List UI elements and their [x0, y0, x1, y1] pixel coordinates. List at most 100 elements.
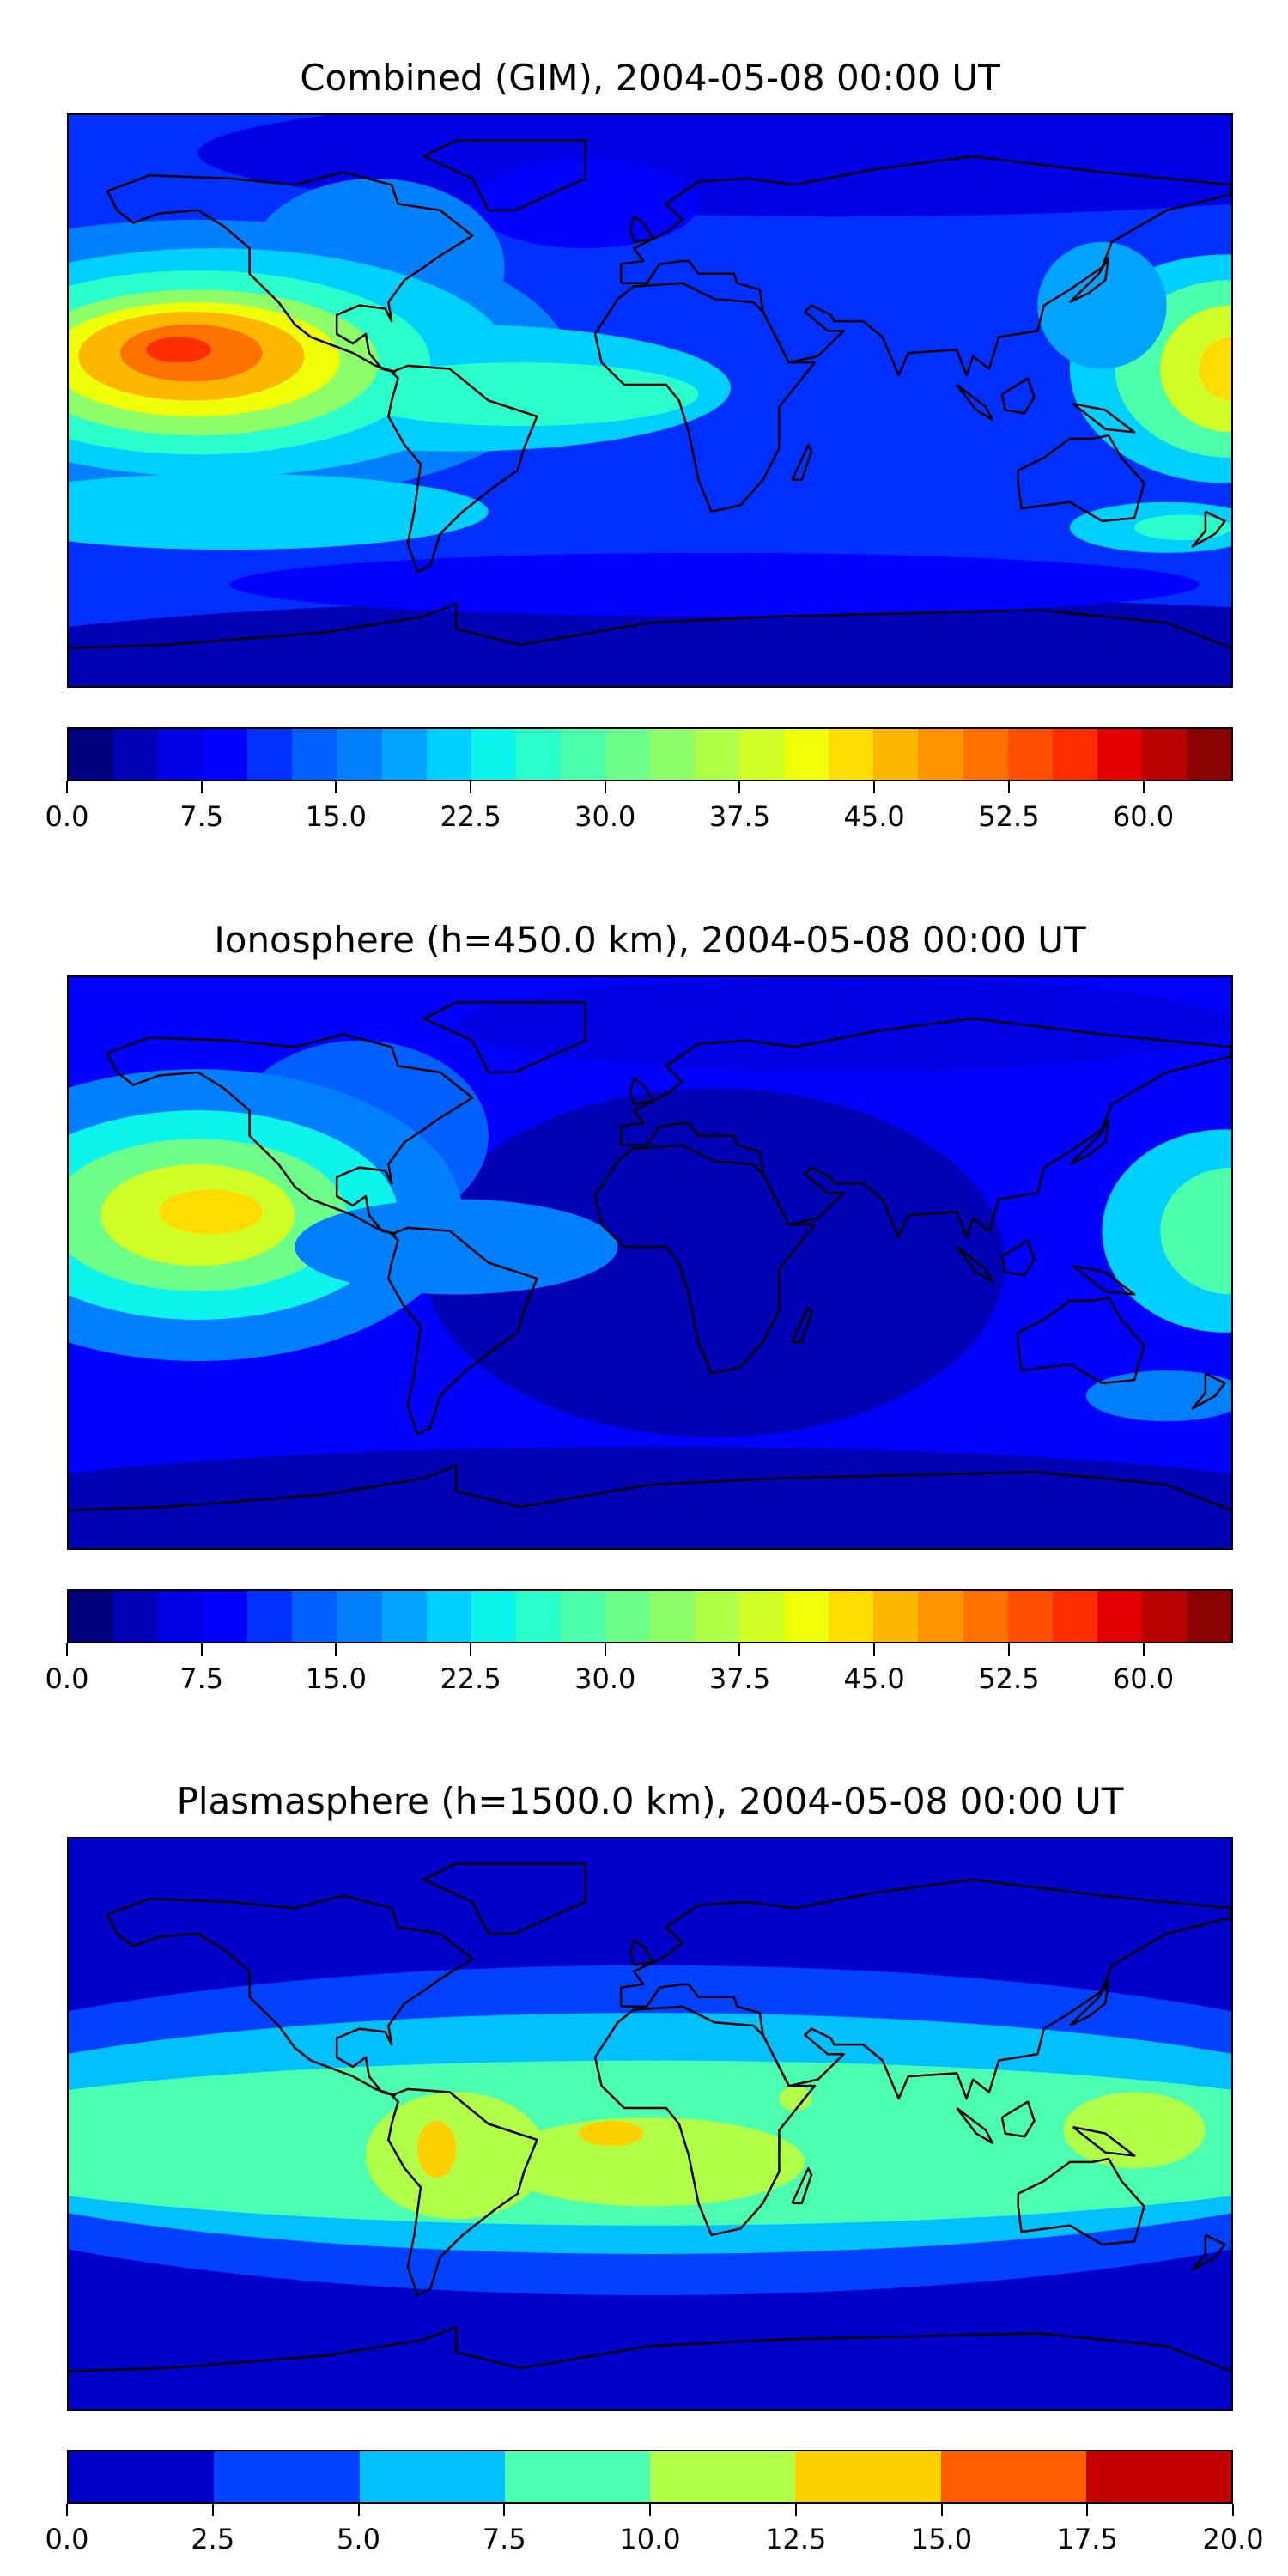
colorbar-tick [1142, 781, 1145, 793]
colorbar-tick-label: 60.0 [1112, 800, 1175, 833]
colorbar-tick [357, 2504, 360, 2516]
coastline-japan [1070, 1981, 1109, 2026]
colorbar-tick-label: 20.0 [1202, 2523, 1264, 2555]
coastline-australia [1018, 1297, 1145, 1383]
colorbar-tick [940, 2504, 943, 2516]
coastline-antarctica [69, 604, 1231, 648]
colorbar-tick [66, 2504, 68, 2516]
colorbar-tick-label: 30.0 [574, 800, 636, 833]
coastline-eurasia [621, 156, 1231, 375]
colorbar-segment [203, 729, 248, 780]
map-plasmasphere [67, 1837, 1233, 2411]
coastline-japan [1070, 258, 1109, 302]
coastline-new-zealand [1193, 2235, 1225, 2270]
colorbar-tick-label: 0.0 [45, 1662, 89, 1695]
colorbar-segment [918, 729, 963, 780]
colorbar-segment [504, 2451, 650, 2502]
colorbar-segment [963, 729, 1008, 780]
colorbar-tick [794, 2504, 797, 2516]
colorbar-segment [695, 1591, 740, 1642]
colorbar-segment [337, 1591, 382, 1642]
colorbar-segment [1097, 729, 1142, 780]
colorbar-tick [200, 1643, 203, 1656]
colorbar-tick-label: 0.0 [45, 800, 89, 833]
tec-map-ionosphere [69, 977, 1231, 1548]
panel-title-plasmasphere: Plasmasphere (h=1500.0 km), 2004-05-08 0… [176, 1780, 1124, 1822]
colorbar-segment [1186, 729, 1232, 780]
colorbar-segment [650, 1591, 696, 1642]
coastline-uk [630, 1078, 653, 1104]
colorbar-tick [738, 1643, 741, 1656]
coastline-new-guinea [1073, 2127, 1134, 2155]
colorbar-tick-label: 7.5 [482, 2523, 526, 2555]
colorbar-tick [335, 1643, 337, 1656]
panel-title-ionosphere: Ionosphere (h=450.0 km), 2004-05-08 00:0… [214, 919, 1086, 961]
colorbar-segment [650, 2451, 796, 2502]
colorbar-segment [829, 729, 874, 780]
tec-map-plasmasphere [69, 1838, 1231, 2409]
colorbar-segment [918, 1591, 963, 1642]
coastline-north-america [107, 1896, 472, 2096]
coastline-australia [1018, 435, 1145, 521]
colorbar-tick-label: 60.0 [1112, 1662, 1175, 1695]
colorbar-tick-label: 17.5 [1056, 2523, 1118, 2555]
colorbar-segment [515, 729, 561, 780]
coastline-japan [1070, 1120, 1109, 1164]
colorbar-segment [203, 1591, 248, 1642]
colorbar-segment [292, 1591, 337, 1642]
colorbar-tick-label: 2.5 [191, 2523, 235, 2555]
tec-contour-region [472, 159, 699, 249]
colorbar-tick [604, 781, 606, 793]
panel-title-combined: Combined (GIM), 2004-05-08 00:00 UT [300, 57, 1000, 99]
colorbar-segment [1141, 1591, 1187, 1642]
coastline-greenland [424, 1003, 586, 1072]
coastline-greenland [424, 141, 586, 210]
coastline-sumatra [957, 385, 992, 420]
tec-contour-region [417, 2120, 457, 2178]
colorbar-segment [784, 729, 829, 780]
colorbar-segment [69, 729, 114, 780]
colorbar-tick-label: 10.0 [619, 2523, 681, 2555]
tec-contour-region [295, 1199, 618, 1295]
colorbar-tick [66, 1643, 68, 1656]
tec-contour-region [343, 362, 699, 427]
colorbar-segment [158, 729, 204, 780]
coastline-antarctica [69, 1466, 1231, 1510]
colorbar-segment [560, 1591, 605, 1642]
coastline-north-america [107, 173, 472, 373]
coastline-new-zealand [1193, 512, 1225, 547]
tec-contour-region [1199, 337, 1231, 401]
colorbar-segment [1186, 1591, 1232, 1642]
colorbar-segment [113, 729, 159, 780]
tec-contour-region [159, 1189, 263, 1235]
colorbar-tick [738, 781, 741, 793]
coastline-borneo [1002, 2102, 1035, 2137]
tec-contour-region [1160, 305, 1231, 433]
coastline-africa [595, 1145, 815, 1374]
coastline-madagascar [792, 445, 811, 480]
coastline-south-america [388, 1228, 537, 1434]
colorbar-segment [1085, 2451, 1231, 2502]
colorbar-segment [873, 729, 919, 780]
colorbar-segment [247, 729, 293, 780]
coastline-new-zealand [1193, 1374, 1225, 1409]
colorbar-segment [605, 1591, 651, 1642]
coastline-madagascar [792, 2168, 811, 2203]
colorbar-tick-label: 15.0 [910, 2523, 973, 2555]
colorbar-segment [471, 1591, 516, 1642]
colorbar-segment [337, 729, 382, 780]
colorbar-tick [470, 781, 472, 793]
colorbar-segment [560, 729, 605, 780]
colorbar-segment [426, 1591, 471, 1642]
colorbar-tick-label: 45.0 [843, 800, 905, 833]
colorbar-segment [426, 729, 471, 780]
colorbar-tick [873, 781, 876, 793]
colorbar-tick-label: 45.0 [843, 1662, 905, 1695]
colorbar-tick [604, 1643, 606, 1656]
colorbar-segment [739, 729, 785, 780]
colorbar-segment [829, 1591, 874, 1642]
colorbar-tick-label: 15.0 [305, 1662, 367, 1695]
tec-contour-region [1160, 1167, 1231, 1295]
colorbar-segment [471, 729, 516, 780]
colorbar-segment [113, 1591, 159, 1642]
